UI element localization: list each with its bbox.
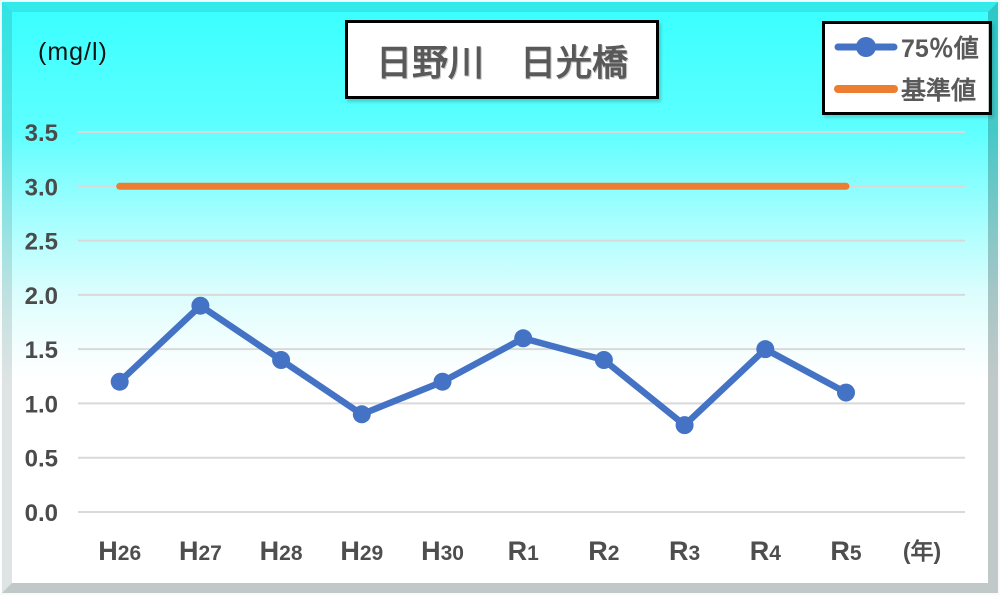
svg-text:H28: H28: [260, 536, 303, 566]
legend-line-marker-icon: [834, 37, 898, 58]
svg-text:3.0: 3.0: [25, 174, 58, 201]
svg-text:H27: H27: [179, 536, 222, 566]
svg-text:R2: R2: [588, 536, 619, 566]
chart-title-box: 日野川 日光橋: [345, 20, 659, 99]
svg-text:H29: H29: [340, 536, 383, 566]
svg-text:R1: R1: [508, 536, 540, 566]
svg-text:H30: H30: [421, 536, 464, 566]
svg-text:2.5: 2.5: [25, 229, 58, 256]
svg-text:2.0: 2.0: [25, 283, 58, 310]
svg-text:1.0: 1.0: [25, 391, 58, 418]
svg-text:R4: R4: [750, 536, 782, 566]
legend-label: 基準値: [901, 76, 977, 105]
legend: 75％値 基準値: [822, 21, 992, 115]
legend-item-standard: 基準値: [825, 71, 989, 107]
svg-text:(年): (年): [903, 538, 941, 564]
svg-text:R3: R3: [669, 536, 700, 566]
y-axis-unit-label: (mg/l): [38, 38, 108, 66]
svg-text:0.0: 0.0: [25, 500, 58, 527]
svg-text:1.5: 1.5: [25, 337, 58, 364]
svg-text:R5: R5: [830, 536, 862, 566]
legend-line-icon: [834, 84, 898, 93]
svg-text:3.5: 3.5: [25, 120, 58, 147]
legend-label: 75％値: [901, 35, 979, 64]
chart-title: 日野川 日光橋: [375, 41, 628, 83]
svg-text:0.5: 0.5: [25, 446, 58, 473]
legend-item-75-percent: 75％値: [825, 29, 989, 65]
svg-text:H26: H26: [98, 536, 141, 566]
